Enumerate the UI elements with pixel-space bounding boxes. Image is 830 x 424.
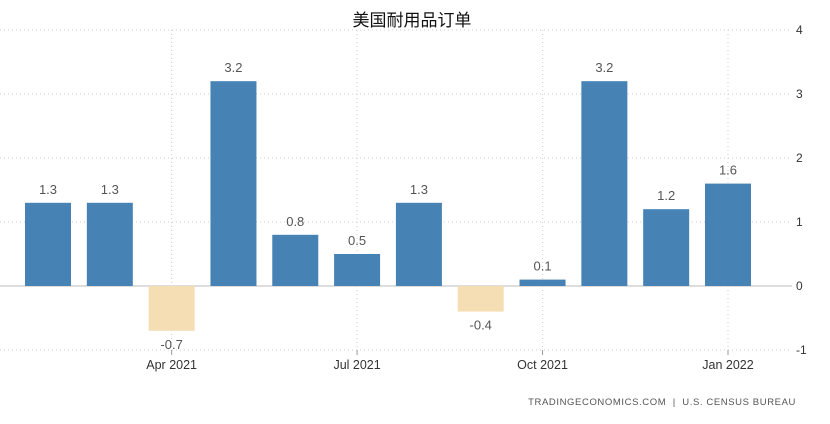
bar — [334, 254, 381, 286]
bar-layer — [25, 81, 751, 331]
data-label: 1.3 — [410, 182, 428, 197]
y-tick-label: 3 — [796, 87, 803, 101]
x-tick-label: Apr 2021 — [146, 358, 197, 372]
data-label: 3.2 — [224, 60, 242, 75]
data-label: 3.2 — [595, 60, 613, 75]
bar — [86, 202, 133, 286]
bar — [457, 286, 504, 312]
y-tick-label: 1 — [796, 215, 803, 229]
x-tick-label: Jul 2021 — [333, 358, 380, 372]
y-tick-label: 0 — [796, 279, 803, 293]
bar — [581, 81, 628, 286]
axis-layer: 4 3 2 1 0 -1 Apr 2021 Jul 2021 Oct 2021 Jan 2022 — [146, 23, 807, 372]
bar — [148, 286, 195, 331]
x-tick-label: Oct 2021 — [517, 358, 568, 372]
data-label: 0.5 — [348, 233, 366, 248]
x-tick-label: Jan 2022 — [702, 358, 753, 372]
y-tick-label: -1 — [796, 343, 807, 357]
bar — [643, 209, 690, 286]
data-label: 1.2 — [657, 188, 675, 203]
data-label: -0.4 — [470, 318, 492, 333]
chart-title: 美国耐用品订单 — [353, 11, 472, 31]
y-tick-label: 2 — [796, 151, 803, 165]
bar — [705, 183, 751, 286]
data-label: -0.7 — [160, 337, 182, 352]
y-tick-label: 4 — [796, 23, 803, 37]
data-label: 0.8 — [286, 214, 304, 229]
data-label-layer: 1.3 1.3 -0.7 3.2 0.8 0.5 1.3 -0.4 0.1 3.2 1.2 1.6 — [39, 60, 737, 352]
bar — [519, 279, 566, 286]
data-label: 1.6 — [719, 163, 737, 178]
bar — [210, 81, 257, 286]
bar — [395, 202, 442, 286]
bar — [272, 234, 319, 286]
source-credit: TRADINGECONOMICS.COM | U.S. CENSUS BUREA… — [528, 397, 796, 408]
bar — [25, 202, 71, 286]
data-label: 1.3 — [39, 182, 57, 197]
data-label: 0.1 — [534, 259, 552, 274]
data-label: 1.3 — [101, 182, 119, 197]
